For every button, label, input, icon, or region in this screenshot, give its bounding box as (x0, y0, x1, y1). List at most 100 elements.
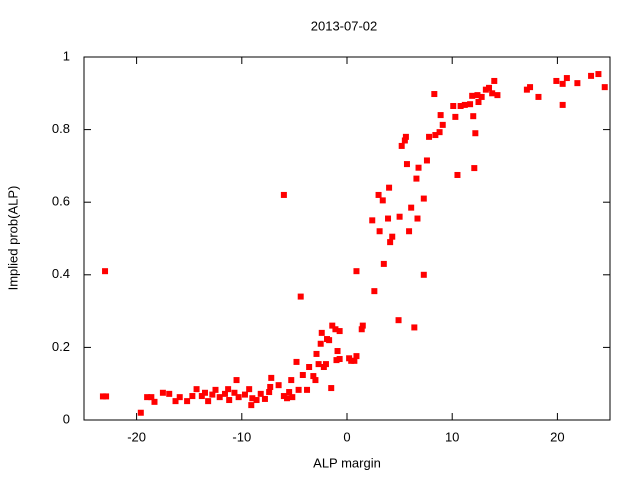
point (103, 393, 110, 400)
point (423, 157, 430, 164)
point (226, 397, 233, 404)
point (353, 268, 360, 275)
point (267, 383, 274, 390)
point (563, 75, 570, 82)
point (467, 101, 474, 108)
point (241, 391, 248, 398)
y-tick-label: 0.6 (52, 194, 70, 209)
point (336, 356, 343, 363)
point (486, 84, 493, 91)
point (553, 77, 560, 84)
point (249, 395, 256, 402)
point (437, 112, 444, 119)
point (469, 92, 476, 99)
point (189, 393, 196, 400)
point (299, 371, 306, 378)
point (286, 389, 293, 396)
point (478, 93, 485, 100)
point (293, 358, 300, 365)
point (436, 129, 443, 136)
point (318, 329, 325, 336)
point (535, 93, 542, 100)
point (280, 393, 287, 400)
point (470, 113, 477, 120)
plot-border (83, 56, 611, 421)
point (375, 191, 382, 198)
point (322, 361, 329, 368)
point (289, 394, 296, 401)
point (148, 394, 155, 401)
point (176, 394, 183, 401)
point (288, 377, 295, 384)
point (280, 191, 287, 198)
point (402, 133, 409, 140)
point (452, 113, 459, 120)
point (198, 393, 205, 400)
point (527, 84, 534, 91)
y-tick-label: 0 (63, 411, 70, 426)
point (205, 398, 212, 405)
point (166, 390, 173, 397)
y-tick-label: 1 (63, 48, 70, 63)
point (411, 324, 418, 331)
point (408, 204, 415, 211)
point (295, 386, 302, 393)
x-tick-label: 20 (550, 429, 564, 444)
point (137, 409, 144, 416)
point (359, 322, 366, 329)
point (450, 103, 457, 110)
point (396, 213, 403, 220)
point (313, 350, 320, 357)
point (348, 357, 355, 364)
point (268, 374, 275, 381)
point (401, 137, 408, 144)
point (403, 161, 410, 168)
point (351, 357, 358, 364)
point (275, 382, 282, 389)
point (472, 130, 479, 137)
point (414, 215, 421, 222)
y-tick-label: 0.8 (52, 121, 70, 136)
point (253, 397, 260, 404)
point (216, 394, 223, 401)
point (266, 389, 273, 396)
point (379, 197, 386, 204)
point (395, 317, 402, 324)
point (482, 86, 489, 93)
point (461, 101, 468, 108)
point (151, 398, 158, 405)
point (212, 386, 219, 393)
point (494, 92, 501, 99)
point (601, 84, 608, 91)
point (426, 133, 433, 140)
point (334, 348, 341, 355)
point (413, 175, 420, 182)
point (328, 385, 335, 392)
point (523, 86, 530, 93)
point (559, 101, 566, 108)
point (386, 184, 393, 191)
point (159, 389, 166, 396)
point (184, 398, 191, 405)
point (387, 239, 394, 246)
point (225, 386, 232, 393)
point (406, 228, 413, 235)
point (398, 142, 405, 149)
point (221, 390, 228, 397)
point (144, 394, 151, 401)
point (420, 271, 427, 278)
point (491, 77, 498, 84)
point (304, 386, 311, 393)
point (489, 90, 496, 97)
point (333, 357, 340, 364)
point (172, 398, 179, 405)
point (329, 322, 336, 329)
point (310, 373, 317, 380)
y-tick-label: 0.4 (52, 266, 70, 281)
point (102, 268, 109, 275)
point (595, 71, 602, 78)
point (233, 377, 240, 384)
point (306, 364, 313, 371)
point (326, 337, 333, 344)
